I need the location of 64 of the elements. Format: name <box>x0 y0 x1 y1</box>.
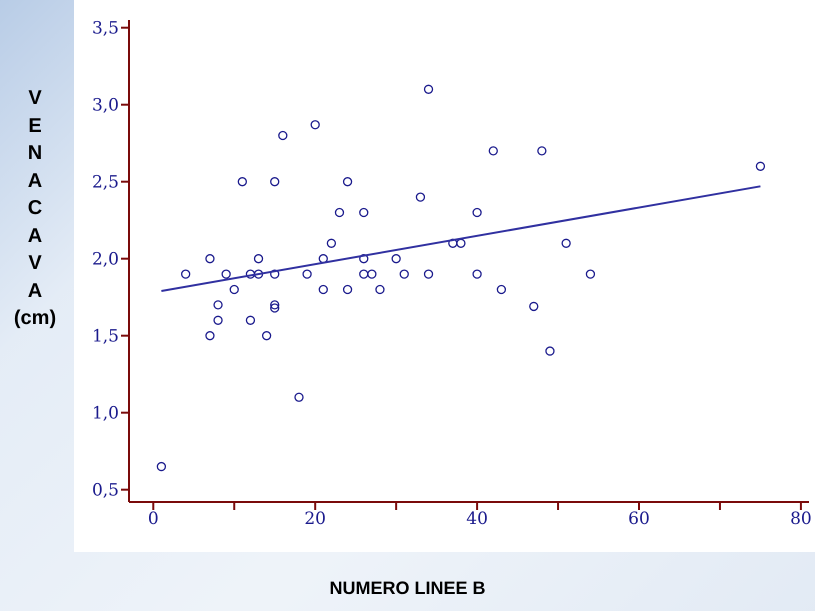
y-tick-label: 0,5 <box>92 480 119 501</box>
point <box>294 392 304 402</box>
point <box>302 269 312 279</box>
point <box>246 269 256 279</box>
point <box>318 254 328 264</box>
point <box>334 208 344 218</box>
point <box>456 238 466 248</box>
point <box>488 146 498 156</box>
point <box>213 316 223 325</box>
point <box>537 146 547 156</box>
x-tick-label: 20 <box>304 509 326 530</box>
x-axis-title: NUMERO LINEE B <box>328 578 486 599</box>
point <box>213 300 223 310</box>
point <box>375 284 385 294</box>
point <box>561 238 571 248</box>
point <box>472 208 482 218</box>
x-tick-label: 0 <box>148 509 159 530</box>
point <box>359 254 368 264</box>
y-tick-label: 3,0 <box>92 96 119 116</box>
point <box>391 254 401 264</box>
point <box>181 269 190 279</box>
point <box>230 284 239 294</box>
text: VENA CAVA (cm) <box>14 87 56 329</box>
point <box>270 269 280 279</box>
point <box>529 302 538 312</box>
point <box>205 254 215 264</box>
point <box>221 269 231 279</box>
point <box>310 120 320 130</box>
point <box>367 269 377 279</box>
point <box>246 316 256 325</box>
point <box>254 269 264 279</box>
point <box>238 177 247 186</box>
point <box>326 238 336 248</box>
point <box>586 269 596 279</box>
point <box>342 284 352 294</box>
point <box>270 303 280 313</box>
x-tick-label: 40 <box>466 509 488 530</box>
y-tick-label: 2,0 <box>92 250 119 270</box>
point <box>254 254 264 264</box>
point <box>424 84 434 94</box>
point <box>278 130 288 140</box>
point <box>448 238 458 248</box>
point <box>270 300 280 310</box>
point <box>400 269 409 279</box>
point <box>156 462 166 472</box>
y-tick-label: 1,5 <box>92 326 119 347</box>
point <box>318 284 328 294</box>
y-tick-label: 3,5 <box>92 18 119 39</box>
x-tick-label: 80 <box>790 509 812 530</box>
point <box>205 331 215 340</box>
x-tick-label: 60 <box>628 509 650 530</box>
point <box>545 346 555 356</box>
point <box>424 269 434 279</box>
y-tick-label: 1,0 <box>92 404 119 424</box>
y-tick-label: 2,5 <box>92 172 119 193</box>
point <box>359 208 368 218</box>
point <box>262 331 272 340</box>
point <box>496 284 506 294</box>
point <box>359 269 368 279</box>
point <box>270 177 280 186</box>
point <box>416 192 426 202</box>
point <box>472 269 482 279</box>
point <box>756 162 766 171</box>
point <box>342 177 352 186</box>
